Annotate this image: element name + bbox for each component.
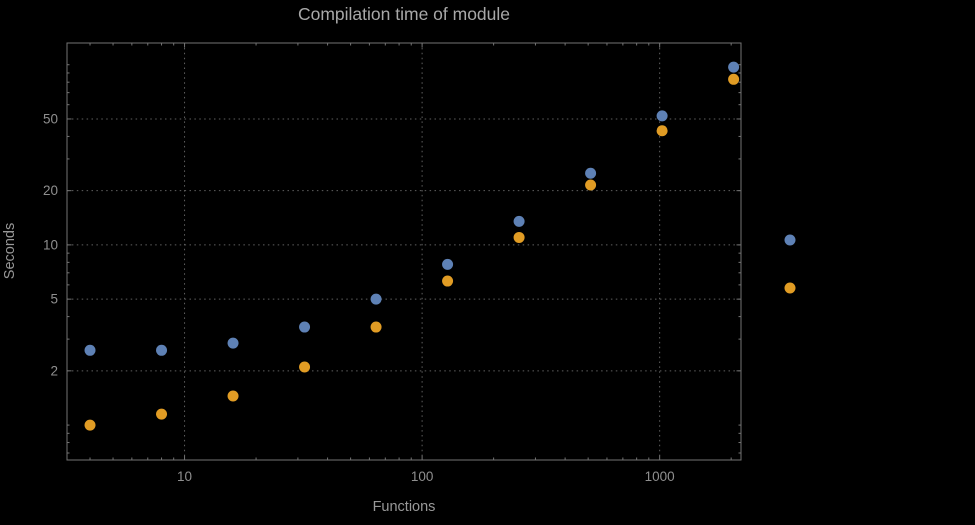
x-axis-label: Functions bbox=[372, 499, 436, 515]
data-point-series-1-x256 bbox=[513, 215, 525, 227]
legend-marker-series-2 bbox=[784, 282, 796, 294]
y-tick-label-2: 2 bbox=[50, 363, 58, 378]
chart-title: Compilation time of module bbox=[297, 4, 511, 24]
data-point-series-1-x32 bbox=[299, 321, 311, 333]
data-point-series-2-x32 bbox=[299, 361, 311, 373]
data-point-series-1-x16 bbox=[227, 337, 239, 349]
data-point-series-2-x4 bbox=[84, 419, 96, 431]
y-tick-label-20: 20 bbox=[43, 183, 58, 198]
x-tick-label-1000: 1000 bbox=[645, 469, 675, 484]
data-point-series-2-x2048 bbox=[728, 73, 740, 85]
data-point-series-2-x256 bbox=[513, 231, 525, 243]
data-point-series-1-x4 bbox=[84, 344, 96, 356]
data-point-series-2-x8 bbox=[156, 408, 168, 420]
data-point-series-2-x64 bbox=[370, 321, 382, 333]
y-tick-label-10: 10 bbox=[43, 237, 58, 252]
y-tick-label-5: 5 bbox=[50, 292, 58, 307]
data-point-series-1-x128 bbox=[442, 258, 454, 270]
data-point-series-2-x128 bbox=[442, 275, 454, 287]
data-point-series-2-x1024 bbox=[656, 125, 668, 137]
legend-marker-series-1 bbox=[784, 234, 796, 246]
plot-frame bbox=[66, 42, 742, 461]
data-point-series-1-x8 bbox=[156, 344, 168, 356]
x-tick-label-10: 10 bbox=[177, 469, 192, 484]
data-point-series-2-x16 bbox=[227, 390, 239, 402]
y-axis-label: Seconds bbox=[2, 222, 18, 280]
data-point-series-1-x64 bbox=[370, 293, 382, 305]
data-point-series-2-x512 bbox=[585, 179, 597, 191]
data-point-series-1-x2048 bbox=[728, 61, 740, 73]
x-tick-label-100: 100 bbox=[411, 469, 434, 484]
y-tick-label-50: 50 bbox=[43, 111, 58, 126]
data-point-series-1-x1024 bbox=[656, 110, 668, 122]
data-point-series-1-x512 bbox=[585, 167, 597, 179]
